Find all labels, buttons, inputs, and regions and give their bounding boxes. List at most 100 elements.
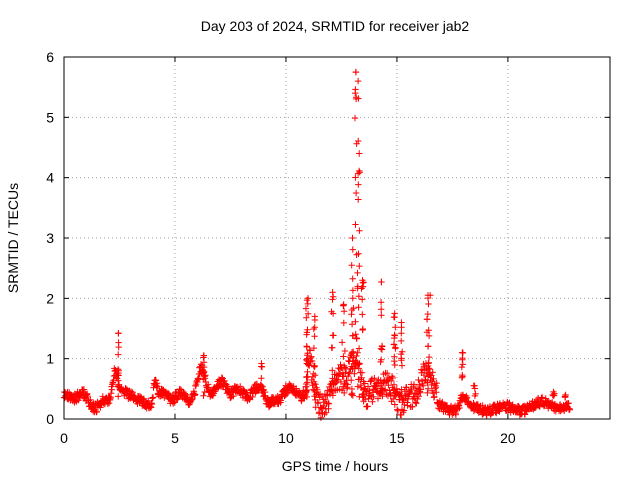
data-point [340,319,347,327]
data-point [355,181,362,188]
data-point [350,354,357,361]
data-point [237,383,244,390]
data-point [354,269,361,277]
data-point [329,378,336,385]
data-point [310,344,318,352]
data-point [394,407,402,414]
data-point [258,387,265,394]
data-point [428,372,435,379]
data-point [115,393,122,400]
data-point [154,383,161,390]
x-tick-label: 20 [500,430,516,446]
data-point [420,382,427,389]
data-point [566,406,573,413]
data-point [359,296,366,303]
grid-lines [64,57,610,419]
data-point [349,357,356,365]
data-point [388,377,395,385]
data-point [283,390,291,398]
data-point [391,310,398,317]
data-point [459,361,466,368]
data-point [430,375,437,383]
data-point [303,373,310,380]
data-point [303,393,310,401]
data-point [221,380,229,387]
data-point [309,382,316,389]
y-tick-label: 0 [46,411,54,427]
data-point [359,311,366,318]
data-point [398,330,405,337]
data-point [224,383,231,390]
data-point [80,386,88,393]
data-point [97,404,104,411]
data-point [424,310,431,318]
data-point [258,375,265,382]
data-point [456,404,463,412]
data-point [356,169,363,176]
data-point [311,363,318,371]
data-point [329,367,336,374]
data-point [377,384,385,392]
data-point [328,308,335,315]
data-point [352,221,359,228]
data-point [330,332,337,339]
data-point [317,414,325,421]
data-point [126,387,133,394]
data-point [348,363,355,370]
data-point [303,380,310,388]
y-tick-label: 2 [46,290,54,306]
data-point [414,395,421,403]
data-point [370,393,377,401]
data-point [427,292,434,299]
data-point [423,316,431,323]
data-point [355,167,363,175]
data-point [329,289,336,296]
data-point [191,391,199,398]
data-point [412,399,419,406]
data-point [417,386,424,393]
data-point [352,189,360,197]
data-point [200,359,208,366]
data-point [349,234,356,242]
data-point [115,367,122,374]
data-point [409,403,416,410]
x-tick-label: 5 [171,430,179,446]
data-point [377,299,385,306]
data-point [352,318,359,325]
data-point [364,383,372,390]
y-tick-label: 5 [46,109,54,125]
chart-title: Day 203 of 2024, SRMTID for receiver jab… [201,18,470,34]
data-point [415,376,422,384]
data-point [321,410,328,418]
data-point [473,402,481,409]
data-point [348,262,355,269]
x-tick-label: 15 [389,430,405,446]
data-point [398,362,406,369]
data-point [424,343,432,350]
data-point [459,354,466,362]
data-point [408,386,415,394]
data-point [115,382,122,390]
x-tick-label: 10 [278,430,294,446]
data-point [104,400,112,408]
data-point [348,350,356,357]
data-point [345,370,353,377]
data-point [391,361,398,369]
data-point [115,339,122,346]
data-point [93,408,100,415]
data-point [565,400,572,407]
data-point [371,375,378,382]
data-point [384,377,391,384]
data-point [311,387,318,394]
data-point [105,399,113,407]
data-point [303,387,310,395]
data-point [344,381,351,388]
data-point [384,370,391,377]
data-point [340,353,347,360]
data-point [304,368,311,376]
data-point [358,369,366,376]
data-point [391,401,398,408]
data-point [374,379,381,386]
data-point [356,360,363,367]
